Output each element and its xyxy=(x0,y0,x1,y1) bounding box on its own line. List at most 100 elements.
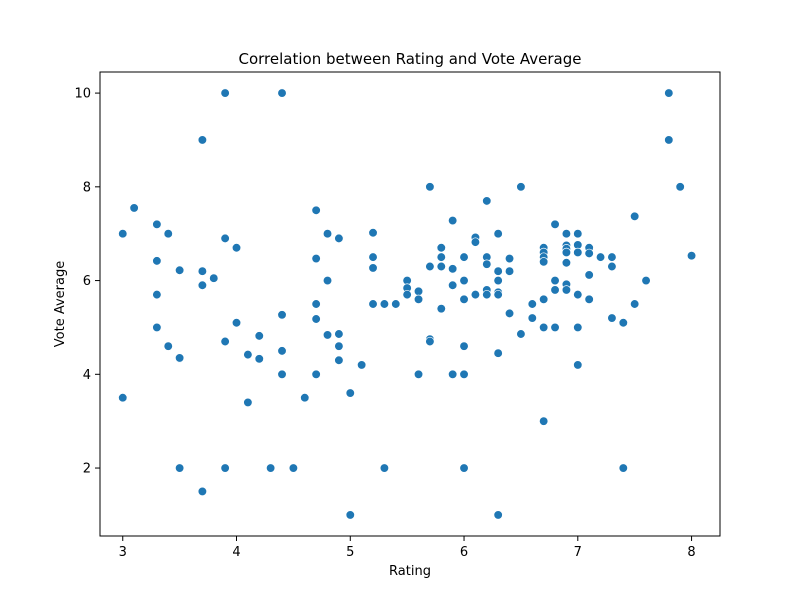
data-point xyxy=(174,463,185,473)
x-tick-label: 8 xyxy=(687,545,695,560)
data-point xyxy=(573,229,583,239)
data-point xyxy=(618,318,628,328)
data-point xyxy=(482,196,492,206)
data-point xyxy=(311,205,321,215)
data-point xyxy=(311,299,321,309)
y-tick-label: 4 xyxy=(83,368,91,383)
data-point xyxy=(243,349,253,360)
data-point xyxy=(163,229,173,239)
data-point xyxy=(641,275,651,286)
data-point xyxy=(436,261,446,272)
data-point xyxy=(220,233,230,244)
y-tick-label: 8 xyxy=(83,180,91,195)
data-point xyxy=(197,135,208,145)
data-point xyxy=(459,275,469,286)
data-point xyxy=(379,463,390,473)
data-point xyxy=(664,135,674,145)
data-point xyxy=(413,369,424,379)
data-point xyxy=(516,182,526,192)
data-point xyxy=(493,289,503,300)
data-point xyxy=(550,219,560,229)
y-axis-label: Vote Average xyxy=(53,261,68,347)
data-point xyxy=(402,289,412,300)
data-point xyxy=(584,270,594,280)
data-point xyxy=(334,233,344,244)
data-point xyxy=(448,264,458,274)
data-point xyxy=(413,286,424,296)
data-point xyxy=(254,354,264,364)
data-point xyxy=(152,219,162,229)
data-point xyxy=(322,229,333,239)
data-point xyxy=(516,329,526,339)
data-point xyxy=(448,215,458,226)
data-point xyxy=(504,253,515,264)
data-point xyxy=(539,257,549,267)
data-point xyxy=(425,261,435,272)
data-point xyxy=(368,263,378,273)
data-point xyxy=(584,248,594,259)
data-point xyxy=(561,229,572,239)
data-point xyxy=(493,229,503,239)
data-point xyxy=(174,353,185,363)
data-point xyxy=(561,247,572,258)
x-axis-ticks: 3 4 5 6 7 8 xyxy=(119,536,696,560)
data-point xyxy=(197,266,208,276)
data-points xyxy=(118,88,697,520)
x-tick-label: 6 xyxy=(460,545,468,560)
data-point xyxy=(550,322,560,333)
x-axis-label: Rating xyxy=(389,564,431,579)
y-tick-label: 6 xyxy=(83,274,91,289)
data-point xyxy=(448,369,458,379)
data-point xyxy=(630,211,640,222)
y-tick-label: 10 xyxy=(74,87,91,102)
data-point xyxy=(459,294,469,304)
data-point xyxy=(197,486,208,497)
data-point xyxy=(573,322,583,333)
data-point xyxy=(322,275,333,286)
data-point xyxy=(630,299,640,309)
data-point xyxy=(379,299,390,309)
data-point xyxy=(573,247,583,258)
data-point xyxy=(607,261,617,272)
data-point xyxy=(334,341,344,351)
data-point xyxy=(277,88,287,98)
data-point xyxy=(573,360,583,370)
data-point xyxy=(231,243,242,253)
data-point xyxy=(265,463,276,473)
x-tick-label: 3 xyxy=(119,545,127,560)
data-point xyxy=(539,294,549,304)
data-point xyxy=(322,330,333,340)
data-point xyxy=(300,393,310,403)
data-point xyxy=(413,294,424,304)
y-tick-label: 2 xyxy=(83,462,91,477)
data-point xyxy=(334,329,344,339)
data-point xyxy=(436,243,446,253)
data-point xyxy=(118,229,128,239)
data-point xyxy=(527,299,537,309)
data-point xyxy=(152,322,162,333)
data-point xyxy=(243,397,253,408)
data-point xyxy=(470,237,481,247)
data-point xyxy=(561,258,572,268)
data-point xyxy=(220,463,230,473)
data-point xyxy=(595,252,606,262)
data-point xyxy=(277,310,287,320)
data-point xyxy=(163,341,173,351)
data-point xyxy=(311,314,321,324)
data-point xyxy=(527,313,537,323)
data-point xyxy=(436,252,446,262)
data-point xyxy=(664,88,674,98)
data-point xyxy=(607,313,617,323)
data-point xyxy=(174,265,185,275)
data-point xyxy=(493,510,503,520)
data-point xyxy=(118,393,128,403)
data-point xyxy=(482,289,492,300)
data-point xyxy=(584,294,594,304)
data-point xyxy=(493,266,503,276)
data-point xyxy=(368,252,378,262)
data-point xyxy=(197,280,208,290)
data-point xyxy=(504,266,515,276)
data-point xyxy=(209,273,219,283)
data-point xyxy=(334,355,344,365)
